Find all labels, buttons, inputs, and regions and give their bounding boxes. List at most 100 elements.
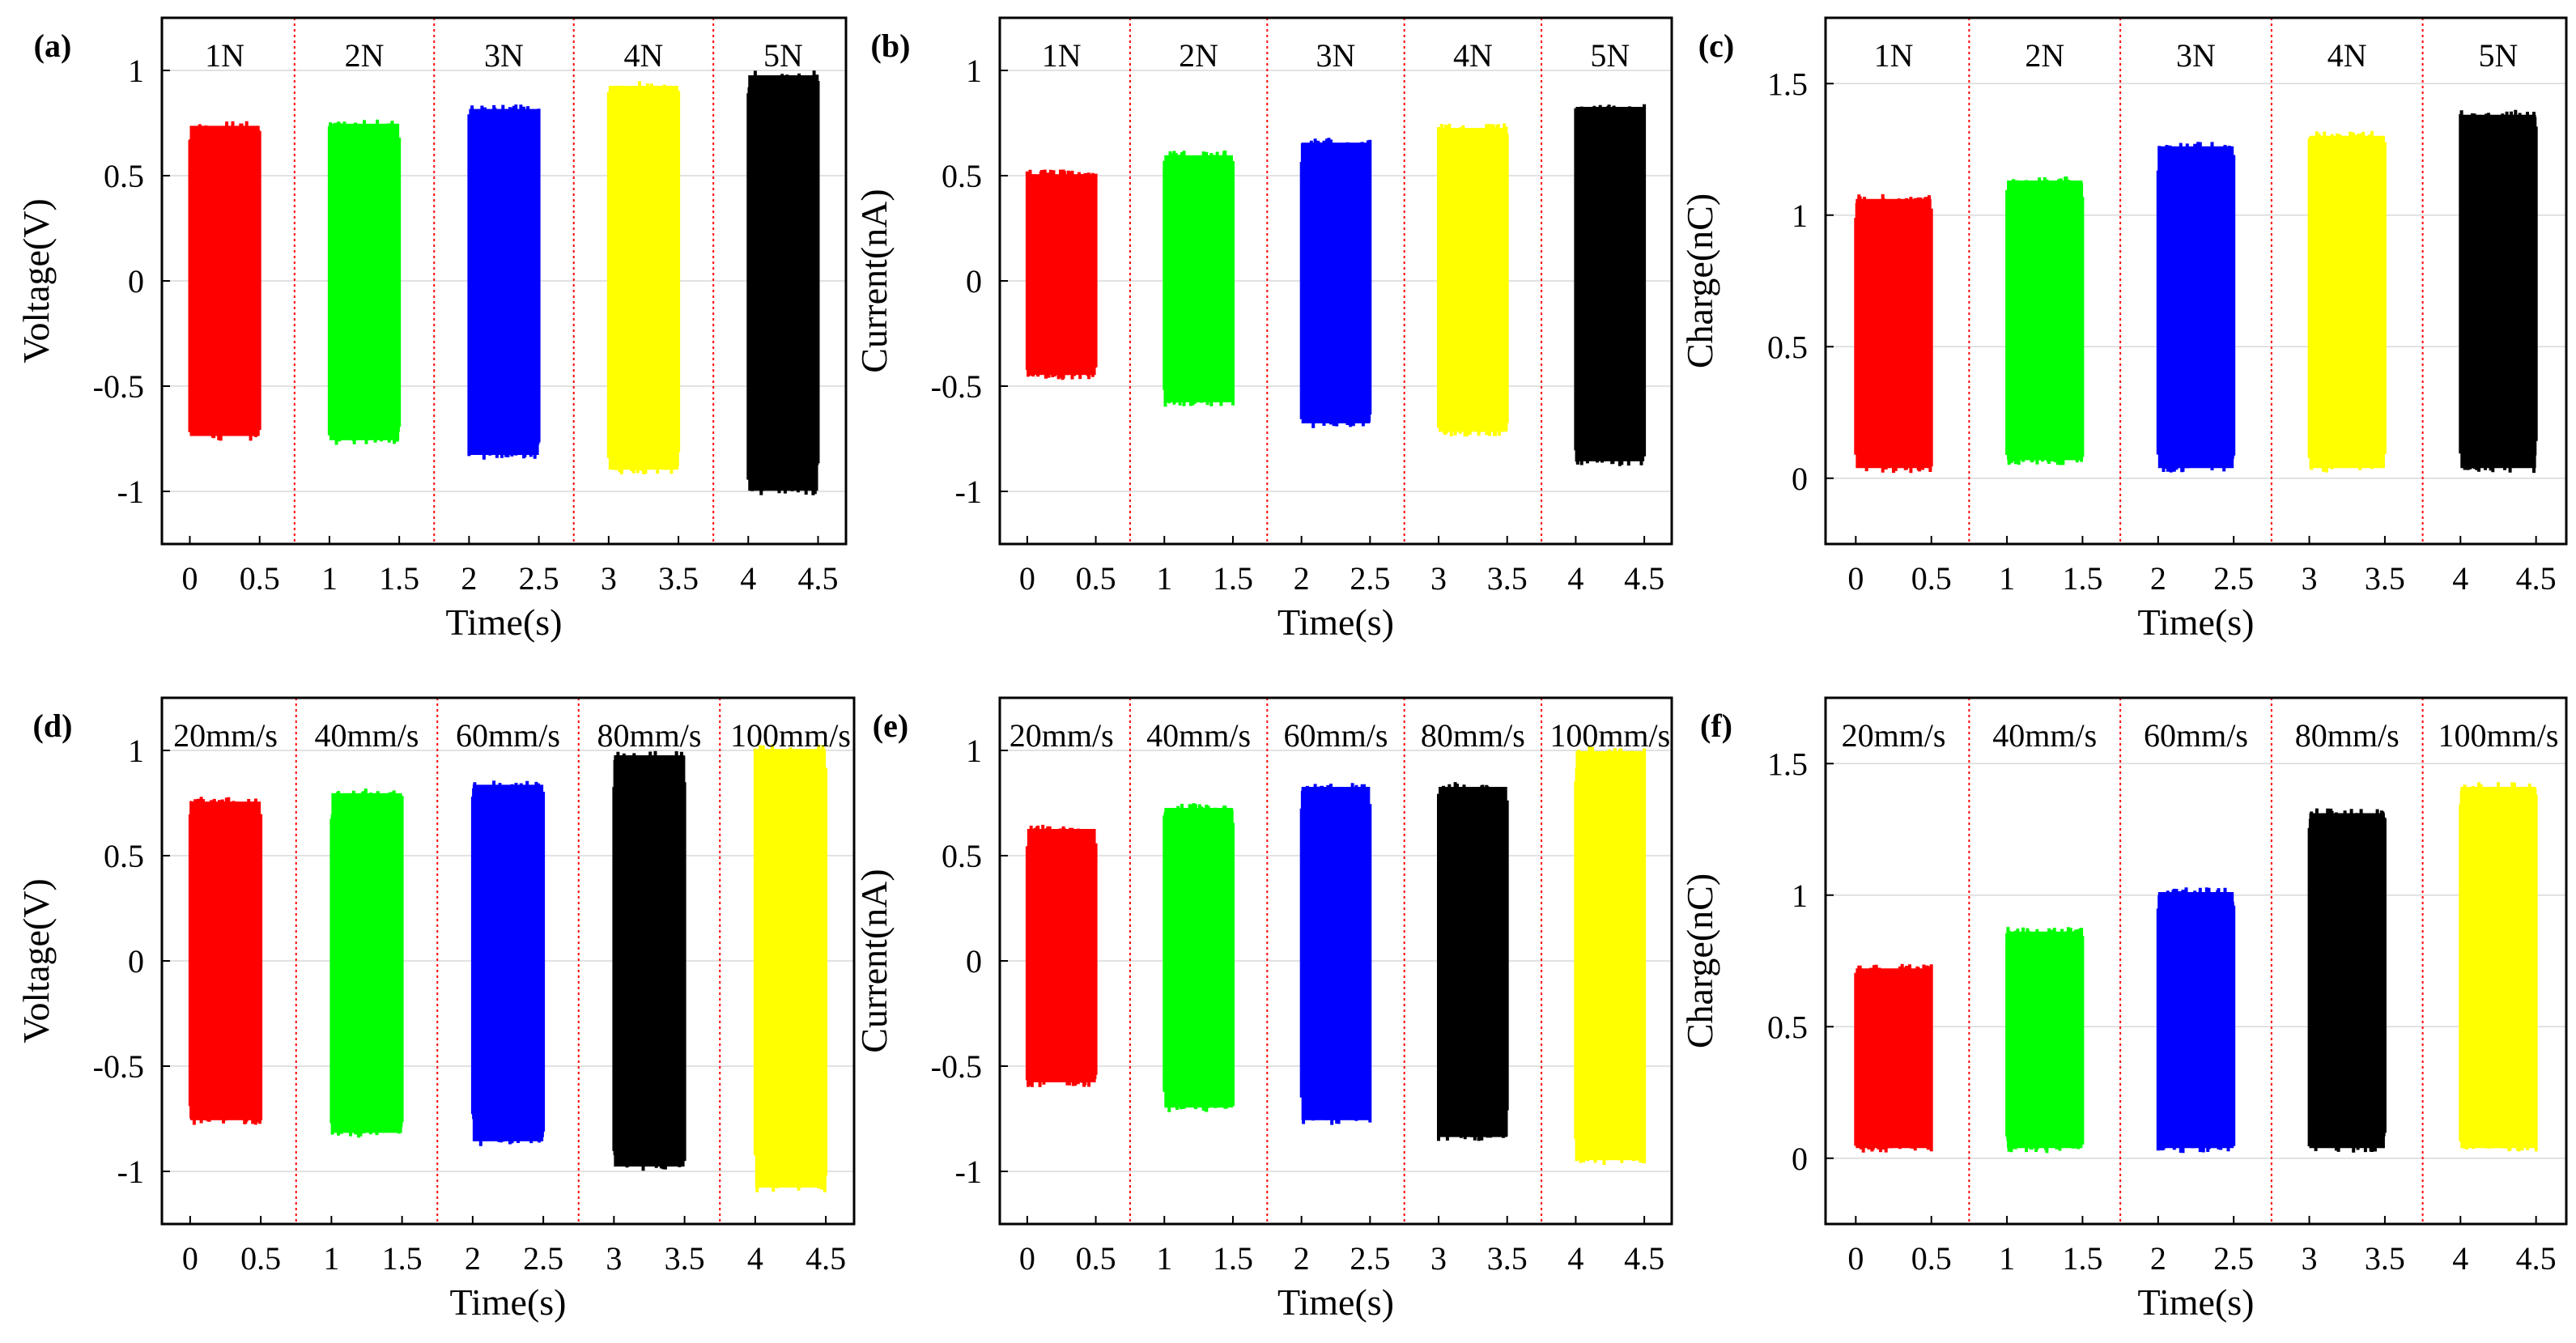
x-tick-label: 1.5 [2062,1240,2102,1277]
y-tick-label: -1 [955,474,982,510]
signal-burst-5 [746,70,820,495]
signal-trace [2005,927,2085,1154]
signal-burst-4 [612,750,687,1171]
y-axis-label: Voltage(V) [15,198,57,363]
y-tick-label: -1 [117,1154,144,1190]
y-tick-label: 1 [966,53,982,89]
segment-label: 100mm/s [730,717,851,754]
signal-trace [746,70,820,495]
segment-label: 80mm/s [2295,717,2400,754]
panel-label: (e) [873,708,908,744]
y-tick-label: 1 [1792,198,1808,234]
signal-trace [2459,782,2538,1152]
x-tick-label: 4 [2452,560,2468,597]
x-tick-label: 3.5 [658,560,699,597]
x-tick-label: 0 [1847,1240,1864,1277]
x-tick-label: 4.5 [1624,560,1664,597]
x-tick-label: 4.5 [806,1240,846,1277]
y-tick-label: 0 [128,263,144,300]
x-tick-label: 1 [321,560,338,597]
x-tick-label: 2 [2150,560,2166,597]
x-tick-label: 3.5 [1487,560,1528,597]
y-tick-label: 0 [1792,1141,1808,1177]
plot-frame [1824,696,2568,1226]
x-tick-label: 1 [323,1240,339,1277]
segment-label: 60mm/s [1284,717,1388,754]
x-axis-label: Time(s) [1277,601,1394,643]
y-tick-label: 1 [966,733,982,769]
signal-trace [467,104,541,460]
signal-burst-2 [327,119,402,445]
panel-a: -1 -0.5 0 0.5 1 1N 2N 3N 4N 5N 0 0.5 1 1.5 2 2.5 3 3.5 4 4.… [15,16,848,643]
x-tick-label: 2 [461,560,477,597]
segment-label: 2N [345,37,385,74]
signal-trace [1854,193,1933,474]
y-tick-label: 0 [1792,461,1808,497]
plot-frame [160,16,848,546]
segment-label: 40mm/s [315,717,419,754]
segment-label: 5N [1590,37,1630,74]
signal-trace [606,81,681,474]
x-tick-label: 0 [181,560,198,597]
y-tick-label: -0.5 [93,1048,144,1085]
x-axis-label: Time(s) [450,1281,567,1323]
signal-trace [1163,151,1235,407]
x-tick-label: 0.5 [240,1240,281,1277]
signal-trace [1854,963,1933,1153]
signal-trace [329,788,404,1138]
signal-burst-2 [329,788,404,1138]
y-tick-label: 1.5 [1767,66,1808,102]
signal-trace [1025,824,1098,1087]
signal-burst-1 [188,121,261,441]
signal-trace [2459,109,2538,474]
panel-label: (c) [1698,28,1734,64]
y-tick-label: 0.5 [942,838,982,874]
x-tick-label: 3.5 [665,1240,705,1277]
segment-label: 3N [2176,37,2216,74]
panel-b: -1 -0.5 0 0.5 1 1N 2N 3N 4N 5N 0 0.5 1 1.5 2 2.5 3 3.5 4 4.… [853,16,1673,643]
x-tick-label: 1.5 [379,560,419,597]
x-tick-label: 0 [182,1240,198,1277]
signal-trace [2156,142,2236,473]
x-tick-label: 1 [1156,560,1172,597]
segment-label: 2N [1179,37,1218,74]
signal-trace [612,750,687,1171]
signal-burst-2 [2005,176,2085,465]
signal-trace [1574,104,1647,466]
signal-burst-1 [1025,824,1098,1087]
panel-f: 0 0.5 1 1.5 20mm/s 40mm/s 60mm/s 80mm/s 100mm/s 0… [1679,696,2568,1323]
segment-label: 60mm/s [2144,717,2248,754]
x-tick-label: 1.5 [2062,560,2102,597]
signal-trace [1025,169,1098,380]
y-tick-label: 1 [128,733,144,769]
x-tick-label: 0 [1019,1240,1035,1277]
segment-label: 5N [2479,37,2519,74]
x-tick-label: 0.5 [1911,1240,1952,1277]
segment-label: 40mm/s [1992,717,2097,754]
x-tick-label: 3 [1430,1240,1447,1277]
segment-label: 3N [1316,37,1356,74]
x-tick-label: 2 [1294,1240,1310,1277]
x-tick-label: 0 [1019,560,1035,597]
y-tick-label: 0 [966,263,982,300]
signal-burst-2 [2005,927,2085,1154]
panel-e: -1 -0.5 0 0.5 1 20mm/s 40mm/s 60mm/s 80mm/s 100mm… [853,696,1673,1323]
panel-label: (f) [1700,708,1732,744]
signal-trace [470,780,546,1146]
signal-burst-5 [753,744,828,1192]
x-tick-label: 4 [740,560,756,597]
x-axis-label: Time(s) [2138,601,2255,643]
segment-label: 60mm/s [456,717,560,754]
x-tick-label: 1.5 [382,1240,423,1277]
segment-label: 100mm/s [2438,717,2559,754]
y-tick-label: -0.5 [931,1048,982,1085]
x-tick-label: 3 [2302,560,2318,597]
x-tick-label: 4 [1567,560,1583,597]
y-tick-label: 0.5 [1767,329,1808,365]
y-tick-label: -0.5 [93,368,144,405]
x-tick-label: 2 [1294,560,1310,597]
y-tick-label: 1 [1792,878,1808,914]
x-tick-label: 3 [1430,560,1447,597]
x-tick-label: 2.5 [1350,1240,1390,1277]
segment-label: 5N [763,37,803,74]
